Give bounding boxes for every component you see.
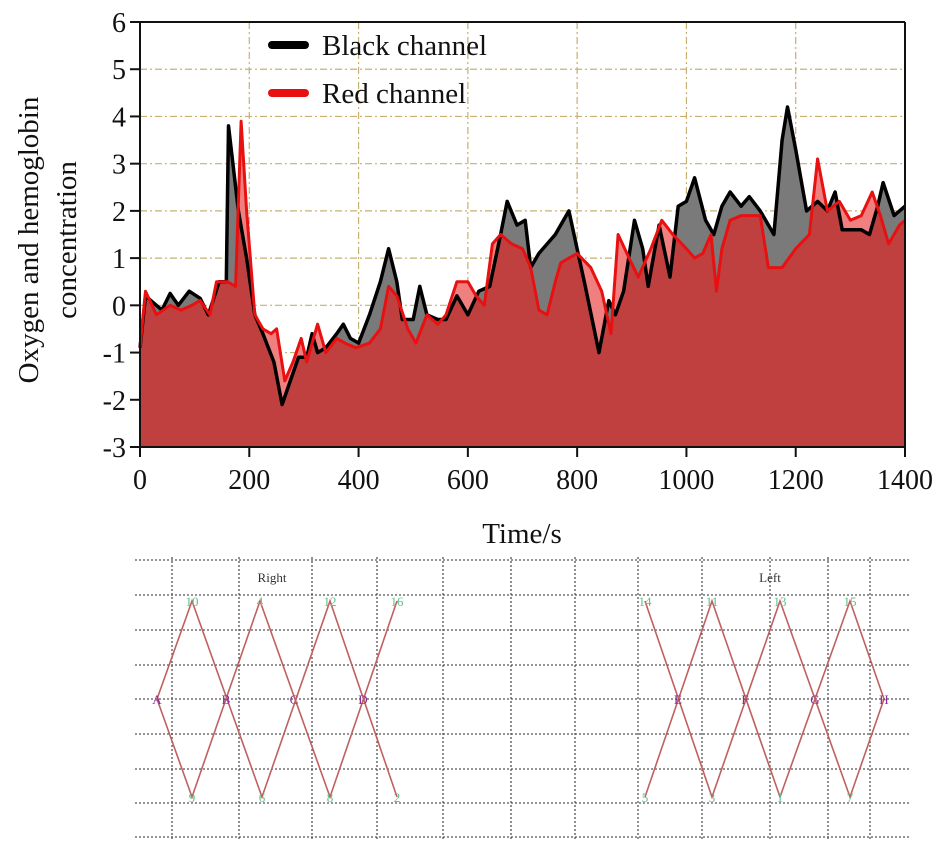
x-tick-label: 1200 [768,465,824,496]
y-tick-label: -1 [103,339,126,370]
left-bottom-label: 3 [709,790,716,805]
left-top-label: 11 [706,594,719,609]
chart-legend: Black channel Red channel [268,30,487,110]
black-channel-line [138,105,907,407]
right-top-label: 4 [257,594,264,609]
y-tick-label: -2 [103,386,126,417]
diagram-channel-lines [156,598,885,800]
right-top-label: 12 [324,594,337,609]
right-middle-label: D [358,692,367,707]
left-middle-label: H [879,692,888,707]
left-top-label: 14 [639,594,653,609]
right-top-label: 16 [391,594,405,609]
left-bottom-label: 5 [642,790,649,805]
y-tick-label: 4 [112,102,126,133]
x-tick-label: 400 [338,465,380,496]
right-middle-label: A [152,692,162,707]
x-tick-label: 200 [228,465,270,496]
diagram-labels: Right Left 10 4 12 16 A B C D 9 6 8 2 14 11 13 15 E F G H 5 3 1 7 [152,570,888,805]
y-tick-label: 3 [112,150,126,181]
x-tick-label: 800 [556,465,598,496]
left-zigzag-lower [644,598,885,800]
legend-black-label: Black channel [322,30,487,62]
x-axis-title: Time/s [482,518,562,550]
left-top-label: 15 [844,594,857,609]
right-zigzag-upper [156,598,398,800]
diagram-grid [135,557,910,840]
x-tick-label: 600 [447,465,489,496]
right-bottom-label: 2 [394,790,401,805]
y-tick-label: 0 [112,291,126,322]
line-area-chart: 0 200 400 600 800 1000 1200 1400 -3 -2 -1 0 1 2 3 4 5 6 B… [13,8,933,550]
y-tick-label: 6 [112,8,126,39]
left-top-label: 13 [774,594,787,609]
left-zigzag-upper [644,598,885,800]
right-middle-label: B [222,692,231,707]
chart-lines [138,105,907,407]
y-tick-label: 2 [112,197,126,228]
right-bottom-label: 8 [327,790,334,805]
x-tick-label: 1000 [658,465,714,496]
right-title: Right [258,570,287,585]
right-top-label: 10 [186,594,199,609]
legend-red-label: Red channel [322,78,466,110]
y-tick-label: 5 [112,55,126,86]
right-bottom-label: 6 [259,790,266,805]
right-bottom-label: 9 [189,790,196,805]
right-middle-label: C [290,692,299,707]
left-middle-label: G [810,692,819,707]
right-zigzag-lower [156,598,398,800]
y-axis-title-line1: Oxygen and hemoglobin [13,96,45,383]
overlap-area [140,121,905,447]
red-channel-line [138,119,906,383]
x-tick-label: 0 [133,465,147,496]
left-bottom-label: 7 [847,790,854,805]
y-tick-label: -3 [103,433,126,464]
chart-axes: 0 200 400 600 800 1000 1200 1400 -3 -2 -1 0 1 2 3 4 5 6 [103,8,933,496]
y-tick-label: 1 [112,244,126,275]
left-middle-label: F [741,692,748,707]
chart-areas [140,107,905,447]
left-middle-label: E [674,692,682,707]
left-bottom-label: 1 [777,790,784,805]
left-title: Left [759,570,781,585]
y-axis-title-line2: concentration [51,161,83,319]
x-tick-label: 1400 [877,465,933,496]
